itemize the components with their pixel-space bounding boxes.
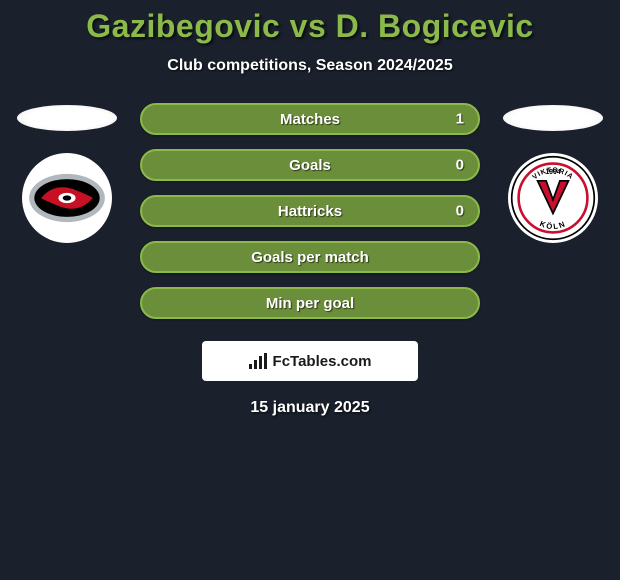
right-player-column: 1904 VIKTORIA KÖLN <box>498 103 608 243</box>
stat-row-matches: Matches 1 <box>140 103 480 135</box>
player-placeholder-right <box>503 105 603 131</box>
date-label: 15 january 2025 <box>0 399 620 417</box>
right-club-logo: 1904 VIKTORIA KÖLN <box>508 153 598 243</box>
stat-row-min-per-goal: Min per goal <box>140 287 480 319</box>
stat-label: Min per goal <box>266 295 354 312</box>
left-club-logo <box>22 153 112 243</box>
stat-label: Goals per match <box>251 249 369 266</box>
page-title: Gazibegovic vs D. Bogicevic <box>0 8 620 45</box>
brand-text: FcTables.com <box>273 353 372 370</box>
stats-section: Matches 1 Goals 0 Hattricks 0 Goals per … <box>0 103 620 319</box>
hurricane-swirl-icon <box>24 155 110 241</box>
stat-value: 1 <box>456 111 464 128</box>
stat-row-goals: Goals 0 <box>140 149 480 181</box>
stats-list: Matches 1 Goals 0 Hattricks 0 Goals per … <box>140 103 480 319</box>
stat-row-goals-per-match: Goals per match <box>140 241 480 273</box>
stat-row-hattricks: Hattricks 0 <box>140 195 480 227</box>
stat-label: Goals <box>289 157 331 174</box>
stat-value: 0 <box>456 203 464 220</box>
left-player-column <box>12 103 122 243</box>
subtitle: Club competitions, Season 2024/2025 <box>0 57 620 75</box>
player-placeholder-left <box>17 105 117 131</box>
stat-value: 0 <box>456 157 464 174</box>
brand-badge[interactable]: FcTables.com <box>202 341 418 381</box>
bar-chart-icon <box>249 353 267 369</box>
comparison-card: Gazibegovic vs D. Bogicevic Club competi… <box>0 0 620 417</box>
stat-label: Matches <box>280 111 340 128</box>
stat-label: Hattricks <box>278 203 342 220</box>
viktoria-koln-icon: 1904 VIKTORIA KÖLN <box>510 155 596 241</box>
